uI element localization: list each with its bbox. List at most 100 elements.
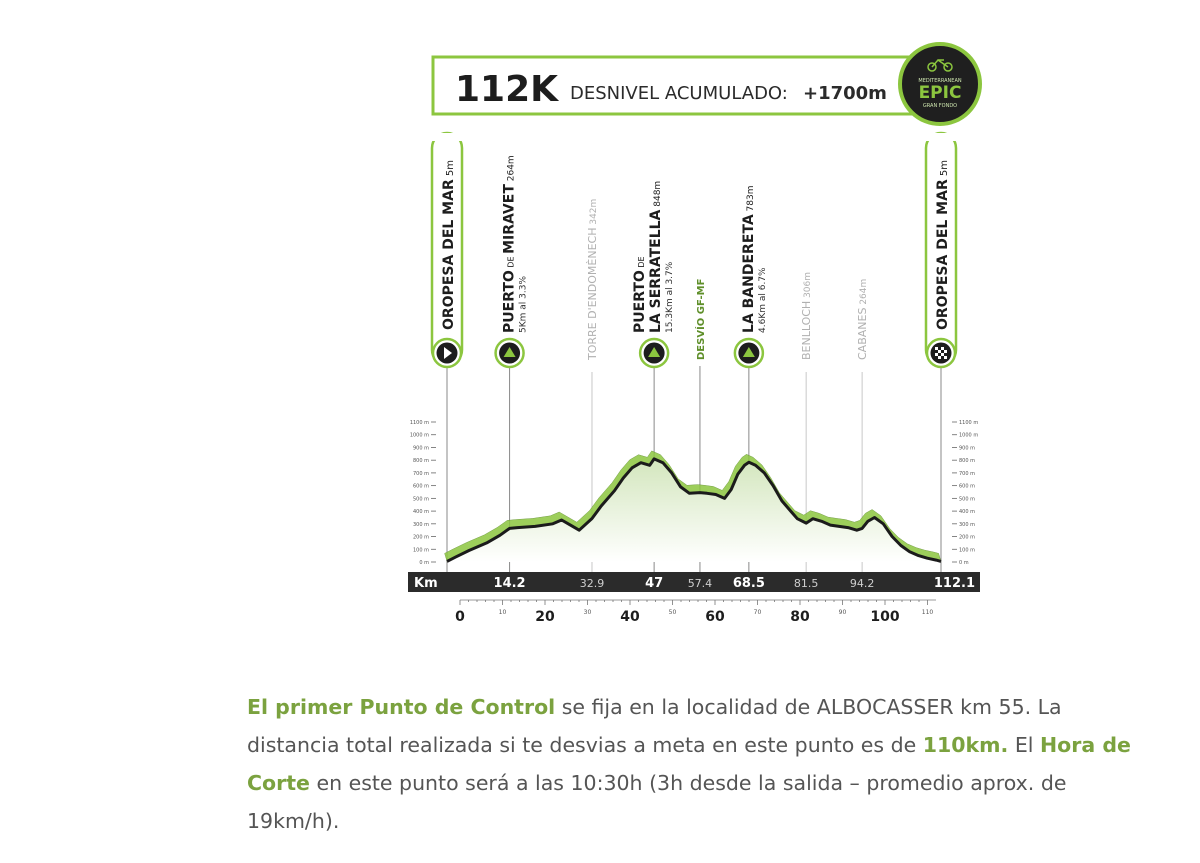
marker-sub: 15.3Km al 3.7% <box>665 261 675 333</box>
paragraph-text-2: El <box>1008 733 1040 757</box>
profile-line <box>446 457 942 563</box>
marker-name: PUERTO <box>502 270 518 333</box>
x-minor-tick-label: 50 <box>669 609 677 616</box>
marker-start: OROPESA DEL MAR 5m <box>430 131 464 369</box>
elevation-profile <box>444 450 942 563</box>
km-bar-background <box>408 572 980 592</box>
km-bar-value: 32.9 <box>580 577 605 590</box>
logo-bottom-text: GRAN FONDO <box>923 103 957 109</box>
y-tick-label: 300 m <box>959 522 975 528</box>
climb-icon <box>638 337 670 369</box>
marker-label: OROPESA DEL MAR 5m <box>935 160 951 330</box>
route-markers: OROPESA DEL MAR 5m PUERTO DE MIRAVET 264m… <box>430 131 958 572</box>
cutoff-highlight: Hora de Corte <box>247 733 1131 795</box>
marker-name: DESVÍO GF-MF <box>694 279 707 360</box>
y-tick-label: 300 m <box>413 522 429 528</box>
x-tick-label: 100 <box>870 609 899 625</box>
control-point-paragraph: El primer Punto de Control se fija en la… <box>247 688 1147 840</box>
km-bar-value: 81.5 <box>794 577 819 590</box>
y-tick-label: 800 m <box>413 458 429 464</box>
checker-square <box>935 347 938 350</box>
km-bar-value: 112.1 <box>934 576 975 591</box>
marker-altitude: 848m <box>653 181 663 210</box>
play-glyph <box>444 347 452 359</box>
marker-label: LA SERRATELLA 848m <box>648 181 664 333</box>
route-profile-graphic: 112K DESNIVEL ACUMULADO: +1700m MEDITERR… <box>408 42 982 625</box>
y-tick-label: 500 m <box>413 496 429 502</box>
mountain-glyph <box>503 347 516 357</box>
y-tick-label: 900 m <box>959 445 975 451</box>
paragraph-text-1: se fija en la localidad de ALBOCASSER km… <box>247 695 1062 757</box>
y-tick-label: 400 m <box>959 509 975 515</box>
climb-icon <box>733 337 765 369</box>
x-tick-label: 20 <box>535 609 555 625</box>
marker-label: PUERTO DE MIRAVET 264m <box>502 155 518 333</box>
x-minor-tick-label: 110 <box>922 609 934 616</box>
x-minor-tick-label: 90 <box>839 609 847 616</box>
y-axis-right: 0 m 100 m 200 m 300 m 400 m 500 m 600 m 700 m 80… <box>952 420 978 566</box>
km-bar-value: 47 <box>645 576 663 591</box>
desnivel-label: DESNIVEL ACUMULADO: <box>570 83 788 104</box>
header-box <box>431 55 955 116</box>
marker-label: BENLLOCH 306m <box>800 272 813 360</box>
checker-square <box>944 350 947 353</box>
marker-label: LA BANDERETA 783m <box>741 186 757 334</box>
checker-square <box>938 356 941 359</box>
route-distance: 112K <box>455 69 559 110</box>
checker-square <box>944 356 947 359</box>
checker-square <box>944 353 947 356</box>
marker-altitude: 264m <box>507 155 517 184</box>
marker-torre: TORRE D'ENDOMÈNECH 342m <box>586 199 599 361</box>
x-tick-label: 60 <box>705 609 725 625</box>
checker-square <box>935 356 938 359</box>
control-point-highlight: El primer Punto de Control <box>247 695 556 719</box>
y-tick-label: 1000 m <box>410 433 429 439</box>
checker-square <box>941 356 944 359</box>
y-tick-label: 600 m <box>959 484 975 490</box>
checker-square <box>941 353 944 356</box>
climb-icon <box>494 337 525 369</box>
x-axis: 0 20 40 60 80 100 10 30 50 70 90 110 <box>455 599 936 625</box>
marker-label: OROPESA DEL MAR 5m <box>441 160 457 330</box>
marker-sub: 4.6Km al 6.7% <box>758 267 768 333</box>
header-banner: 112K DESNIVEL ACUMULADO: +1700m <box>431 55 955 116</box>
km-bar-label: Km <box>414 576 438 591</box>
marker-name: MIRAVET <box>502 184 518 254</box>
km-bar-value: 68.5 <box>733 576 765 591</box>
y-tick-label: 600 m <box>413 484 429 490</box>
checker-square <box>938 350 941 353</box>
y-tick-label: 200 m <box>413 535 429 541</box>
checker-square <box>935 350 938 353</box>
y-tick-label: 1100 m <box>410 420 429 426</box>
y-tick-label: 100 m <box>959 547 975 553</box>
marker-altitude: 342m <box>589 199 599 228</box>
x-tick-label: 40 <box>620 609 640 625</box>
km-bar-value: 14.2 <box>494 576 526 591</box>
marker-altitude: 5m <box>445 160 456 179</box>
marker-label: PUERTO DE <box>632 256 648 333</box>
y-tick-label: 900 m <box>413 445 429 451</box>
y-tick-label: 700 m <box>959 471 975 477</box>
marker-name: LA BANDERETA <box>741 214 757 333</box>
mountain-glyph <box>648 347 661 357</box>
y-tick-label: 1000 m <box>959 433 978 439</box>
x-minor-tick-label: 70 <box>754 609 762 616</box>
marker-cabanes: CABANES 264m <box>856 279 869 360</box>
bike-icon <box>927 58 953 72</box>
play-icon <box>431 337 463 369</box>
marker-name: OROPESA DEL MAR <box>935 179 951 330</box>
finish-flag-icon <box>925 337 957 369</box>
checker-square <box>938 353 941 356</box>
distance-highlight: 110km. <box>922 733 1009 757</box>
event-logo: MEDITERRANEAN EPIC GRAN FONDO <box>898 42 982 126</box>
y-tick-label: 0 m <box>419 560 429 566</box>
marker-name-small: DE <box>637 256 646 270</box>
marker-name: OROPESA DEL MAR <box>441 179 457 330</box>
checker-square <box>935 353 938 356</box>
y-tick-label: 400 m <box>413 509 429 515</box>
marker-name: LA SERRATELLA <box>648 209 664 333</box>
mountain-glyph <box>742 347 755 357</box>
